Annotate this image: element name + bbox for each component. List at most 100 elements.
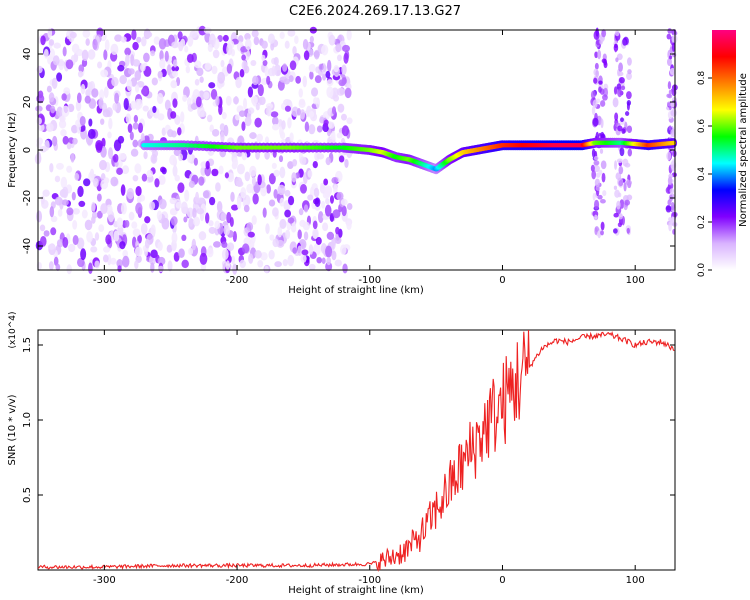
heatmap-noise-cell xyxy=(142,105,149,112)
heatmap-noise-cell xyxy=(149,201,156,211)
heatmap-noise-cell xyxy=(152,149,159,158)
heatmap-noise-cell xyxy=(171,231,178,244)
heatmap-noise-cell xyxy=(341,64,347,75)
heatmap-noise-cell xyxy=(188,247,194,255)
heatmap-noise-cell xyxy=(592,99,598,108)
heatmap-noise-cell xyxy=(323,119,329,127)
heatmap-noise-cell xyxy=(208,226,216,234)
heatmap-noise-cell xyxy=(309,35,314,43)
heatmap-noise-cell xyxy=(256,133,263,142)
heatmap-noise-cell xyxy=(665,204,672,213)
heatmap-noise-cell xyxy=(230,191,235,202)
heatmap-noise-cell xyxy=(206,114,213,123)
heatmap-noise-cell xyxy=(595,185,601,192)
snr-frame xyxy=(37,329,676,571)
heatmap-noise-cell xyxy=(346,29,352,41)
heatmap-noise-cell xyxy=(229,217,234,227)
heatmap-noise-cell xyxy=(100,69,109,78)
heatmap-noise-cell xyxy=(667,28,672,34)
heatmap-noise-cell xyxy=(240,187,247,199)
heatmap-noise-cell xyxy=(214,220,221,230)
heatmap-noise-cell xyxy=(194,60,202,69)
heatmap-noise-cell xyxy=(215,95,220,107)
heatmap-noise-cell xyxy=(68,243,76,253)
heatmap-noise-cell xyxy=(223,224,231,236)
heatmap-noise-cell xyxy=(150,50,156,57)
heatmap-noise-cell xyxy=(311,87,319,97)
heatmap-noise-cell xyxy=(621,128,626,134)
heatmap-noise-cell xyxy=(272,238,279,248)
heatmap-noise-cell xyxy=(154,178,160,188)
heatmap-noise-cell xyxy=(336,87,345,96)
heatmap-noise-cell xyxy=(618,62,623,73)
heatmap-noise-cell xyxy=(94,260,100,269)
heatmap-noise-cell xyxy=(90,246,98,253)
heatmap-noise-cell xyxy=(126,79,133,92)
heatmap-noise-cell xyxy=(626,91,632,100)
heatmap-noise-cell xyxy=(594,227,598,235)
heatmap-noise-cell xyxy=(116,167,123,176)
heatmap-noise-cell xyxy=(328,34,336,46)
heatmap-noise-cell xyxy=(314,75,322,84)
heatmap-noise-cell xyxy=(619,147,625,157)
heatmap-noise-cell xyxy=(196,67,204,77)
heatmap-noise-cell xyxy=(624,199,631,206)
heatmap-noise-cell xyxy=(97,61,103,69)
heatmap-noise-cell xyxy=(232,230,237,243)
heatmap-noise-cell xyxy=(594,199,600,210)
heatmap-noise-cell xyxy=(272,207,279,217)
heatmap-noise-cell xyxy=(117,135,125,144)
heatmap-noise-cell xyxy=(76,123,81,134)
heatmap-noise-cell xyxy=(274,64,282,77)
heatmap-noise-cell xyxy=(157,241,163,252)
heatmap-noise-cell xyxy=(333,65,340,73)
heatmap-noise-cell xyxy=(137,234,142,244)
heatmap-noise-cell xyxy=(66,142,72,150)
heatmap-noise-cell xyxy=(114,92,120,104)
heatmap-noise-cell xyxy=(53,42,61,49)
heatmap-noise-cell xyxy=(600,198,606,204)
heatmap-noise-cell xyxy=(307,194,314,201)
heatmap-noise-cell xyxy=(593,155,599,161)
heatmap-noise-cell xyxy=(279,31,285,40)
heatmap-noise-cell xyxy=(54,175,61,183)
snr-panel: -300 -200 -100 0 100 0.5 1.0 1.5 Height of str… xyxy=(7,311,676,596)
heatmap-noise-cell xyxy=(252,193,259,205)
heatmap-noise-cell xyxy=(342,44,350,53)
heatmap-noise-cell xyxy=(235,180,244,187)
heatmap-noise-cell xyxy=(78,64,85,73)
heatmap-noise-cell xyxy=(191,238,197,251)
heatmap-noise-cell xyxy=(177,182,185,193)
heatmap-noise-cell xyxy=(287,29,296,37)
heatmap-noise-cell xyxy=(592,117,599,127)
heatmap-noise-cell xyxy=(334,259,342,267)
heatmap-noise-cell xyxy=(255,103,260,111)
heatmap-noise-cell xyxy=(206,247,214,258)
heatmap-noise-cell xyxy=(196,208,205,215)
heatmap-noise-cell xyxy=(132,41,139,51)
heatmap-noise-cell xyxy=(178,248,185,258)
bottom-y-axis: 0.5 1.0 1.5 xyxy=(22,337,675,503)
heatmap-noise-cell xyxy=(164,50,169,62)
heatmap-noise-cell xyxy=(157,113,165,121)
heatmap-noise-cell xyxy=(668,125,672,131)
heatmap-noise-cell xyxy=(669,67,676,76)
heatmap-noise-cell xyxy=(248,253,254,264)
heatmap-noise-cell xyxy=(48,261,54,271)
heatmap-noise-cell xyxy=(315,236,322,245)
heatmap-noise-cell xyxy=(338,79,346,87)
heatmap-noise-cell xyxy=(74,172,80,181)
figure-title: C2E6.2024.269.17.13.G27 xyxy=(289,4,461,19)
heatmap-noise-cell xyxy=(212,129,220,137)
heatmap-noise-cell xyxy=(299,156,307,165)
heatmap-noise-cell xyxy=(326,257,332,266)
heatmap-noise-cell xyxy=(124,220,130,228)
heatmap-noise-cell xyxy=(341,125,350,137)
heatmap-noise-cell xyxy=(121,165,130,175)
x-tick-label: -300 xyxy=(93,575,116,586)
heatmap-noise-cell xyxy=(66,207,74,216)
heatmap-noise-cell xyxy=(600,230,604,236)
heatmap-noise-cell xyxy=(284,209,292,218)
heatmap-noise-cell xyxy=(600,100,606,107)
heatmap-cells xyxy=(34,25,678,275)
